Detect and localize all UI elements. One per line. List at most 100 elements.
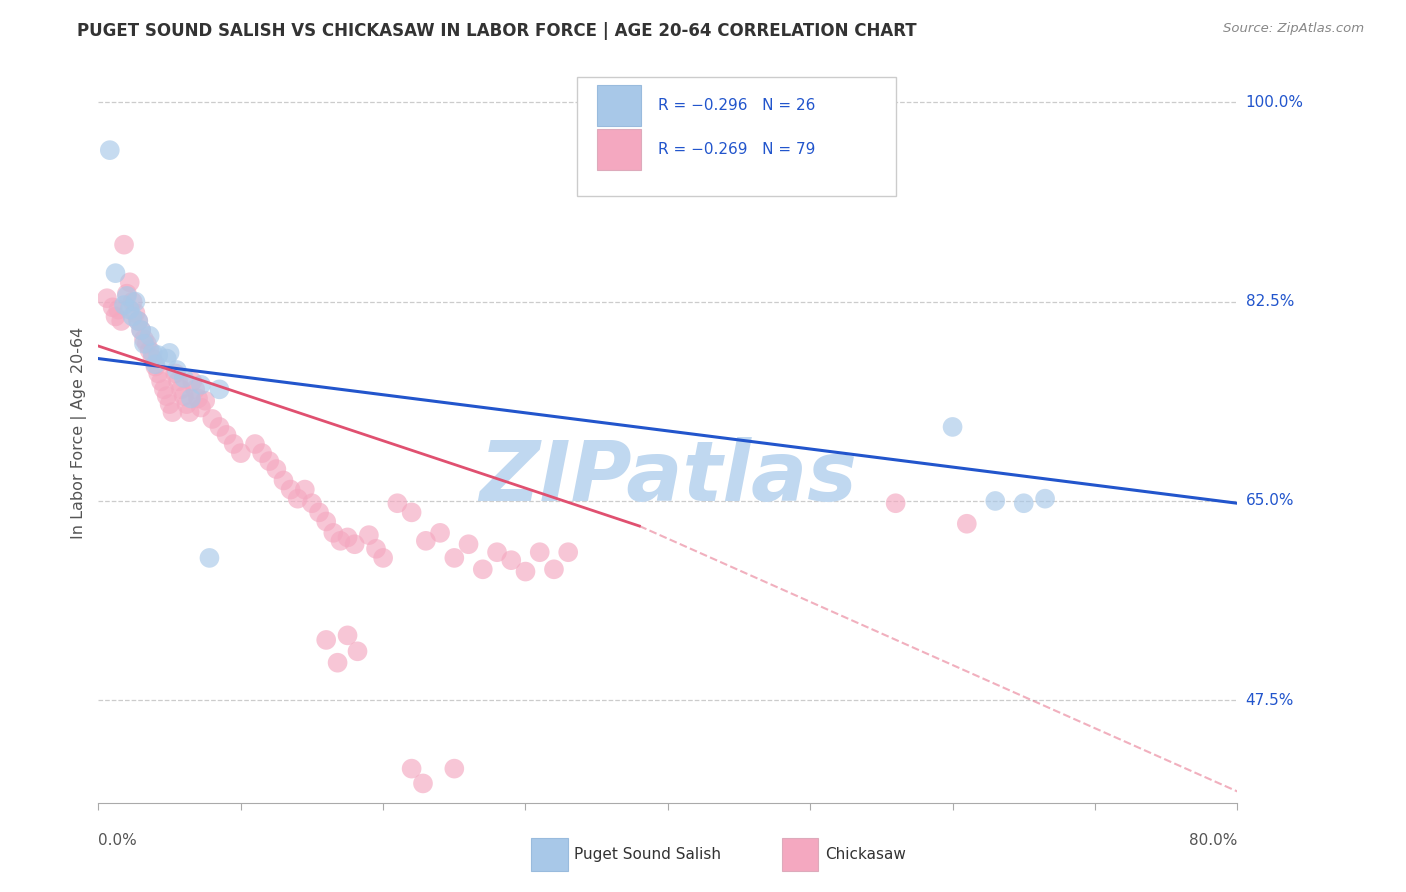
Text: 80.0%: 80.0% — [1189, 833, 1237, 848]
Point — [194, 393, 217, 408]
Point — [101, 301, 124, 315]
Point — [229, 446, 252, 460]
Text: Source: ZipAtlas.com: Source: ZipAtlas.com — [1223, 22, 1364, 36]
Point — [515, 565, 537, 579]
Point — [107, 302, 129, 317]
Bar — [782, 838, 818, 871]
Point — [138, 343, 160, 358]
Point — [208, 382, 231, 396]
Point — [543, 562, 565, 576]
Point — [373, 550, 395, 565]
Point — [112, 237, 135, 252]
Point — [153, 382, 176, 396]
Point — [266, 462, 288, 476]
Point — [165, 367, 187, 381]
Point — [287, 491, 309, 506]
Text: R = −0.269   N = 79: R = −0.269 N = 79 — [658, 143, 815, 157]
Point — [308, 505, 330, 519]
Point — [104, 266, 127, 280]
Text: 0.0%: 0.0% — [98, 833, 138, 848]
Point — [150, 375, 173, 389]
Point — [96, 291, 118, 305]
Point — [170, 382, 193, 396]
Point — [176, 397, 198, 411]
Point — [98, 143, 121, 157]
Point — [166, 363, 188, 377]
Point — [486, 545, 509, 559]
Text: 82.5%: 82.5% — [1246, 294, 1294, 310]
Text: Chickasaw: Chickasaw — [825, 847, 905, 863]
Bar — [531, 838, 568, 871]
Point — [112, 298, 135, 312]
Point — [118, 302, 141, 317]
Text: 100.0%: 100.0% — [1246, 95, 1303, 110]
Point — [942, 420, 965, 434]
Point — [336, 628, 359, 642]
Point — [259, 454, 281, 468]
Point — [501, 553, 523, 567]
Point — [145, 357, 167, 371]
Point — [329, 533, 352, 548]
Point — [167, 375, 190, 389]
Point — [429, 525, 451, 540]
Point — [1012, 496, 1035, 510]
Point — [156, 389, 179, 403]
Point — [956, 516, 979, 531]
Point — [159, 346, 181, 360]
Point — [127, 314, 149, 328]
Text: 65.0%: 65.0% — [1246, 493, 1294, 508]
Point — [181, 375, 204, 389]
Text: Puget Sound Salish: Puget Sound Salish — [575, 847, 721, 863]
Point — [135, 336, 157, 351]
Point — [294, 483, 316, 497]
Point — [215, 428, 238, 442]
Point — [471, 562, 494, 576]
Point — [387, 496, 409, 510]
Point — [326, 656, 349, 670]
Point — [443, 550, 465, 565]
Point — [243, 437, 266, 451]
Point — [401, 762, 423, 776]
Point — [118, 275, 141, 289]
Point — [984, 494, 1007, 508]
Bar — [598, 85, 641, 126]
Point — [208, 420, 231, 434]
Point — [401, 505, 423, 519]
Text: ZIPatlas: ZIPatlas — [479, 436, 856, 517]
Point — [148, 348, 170, 362]
Point — [180, 392, 202, 406]
Point — [127, 314, 149, 328]
Text: PUGET SOUND SALISH VS CHICKASAW IN LABOR FORCE | AGE 20-64 CORRELATION CHART: PUGET SOUND SALISH VS CHICKASAW IN LABOR… — [77, 22, 917, 40]
Point — [132, 332, 155, 346]
Point — [104, 310, 127, 324]
Point — [346, 644, 368, 658]
Point — [322, 525, 344, 540]
Point — [129, 323, 152, 337]
Point — [141, 346, 163, 360]
Point — [184, 382, 207, 396]
Point — [198, 550, 221, 565]
Point — [457, 537, 479, 551]
Point — [557, 545, 579, 559]
Point — [159, 397, 181, 411]
Point — [357, 528, 380, 542]
Point — [336, 530, 359, 544]
Point — [190, 401, 212, 415]
Point — [124, 306, 146, 320]
Point — [201, 412, 224, 426]
Text: 47.5%: 47.5% — [1246, 693, 1294, 707]
Point — [179, 405, 201, 419]
Point — [315, 632, 337, 647]
Point — [364, 541, 387, 556]
Point — [343, 537, 366, 551]
Point — [187, 392, 209, 406]
Bar — [576, 78, 896, 195]
Point — [273, 474, 295, 488]
Point — [121, 310, 143, 324]
Point — [121, 294, 143, 309]
Point — [115, 286, 138, 301]
Point — [141, 351, 163, 366]
Point — [138, 328, 160, 343]
Point — [148, 367, 170, 381]
Point — [145, 359, 167, 374]
